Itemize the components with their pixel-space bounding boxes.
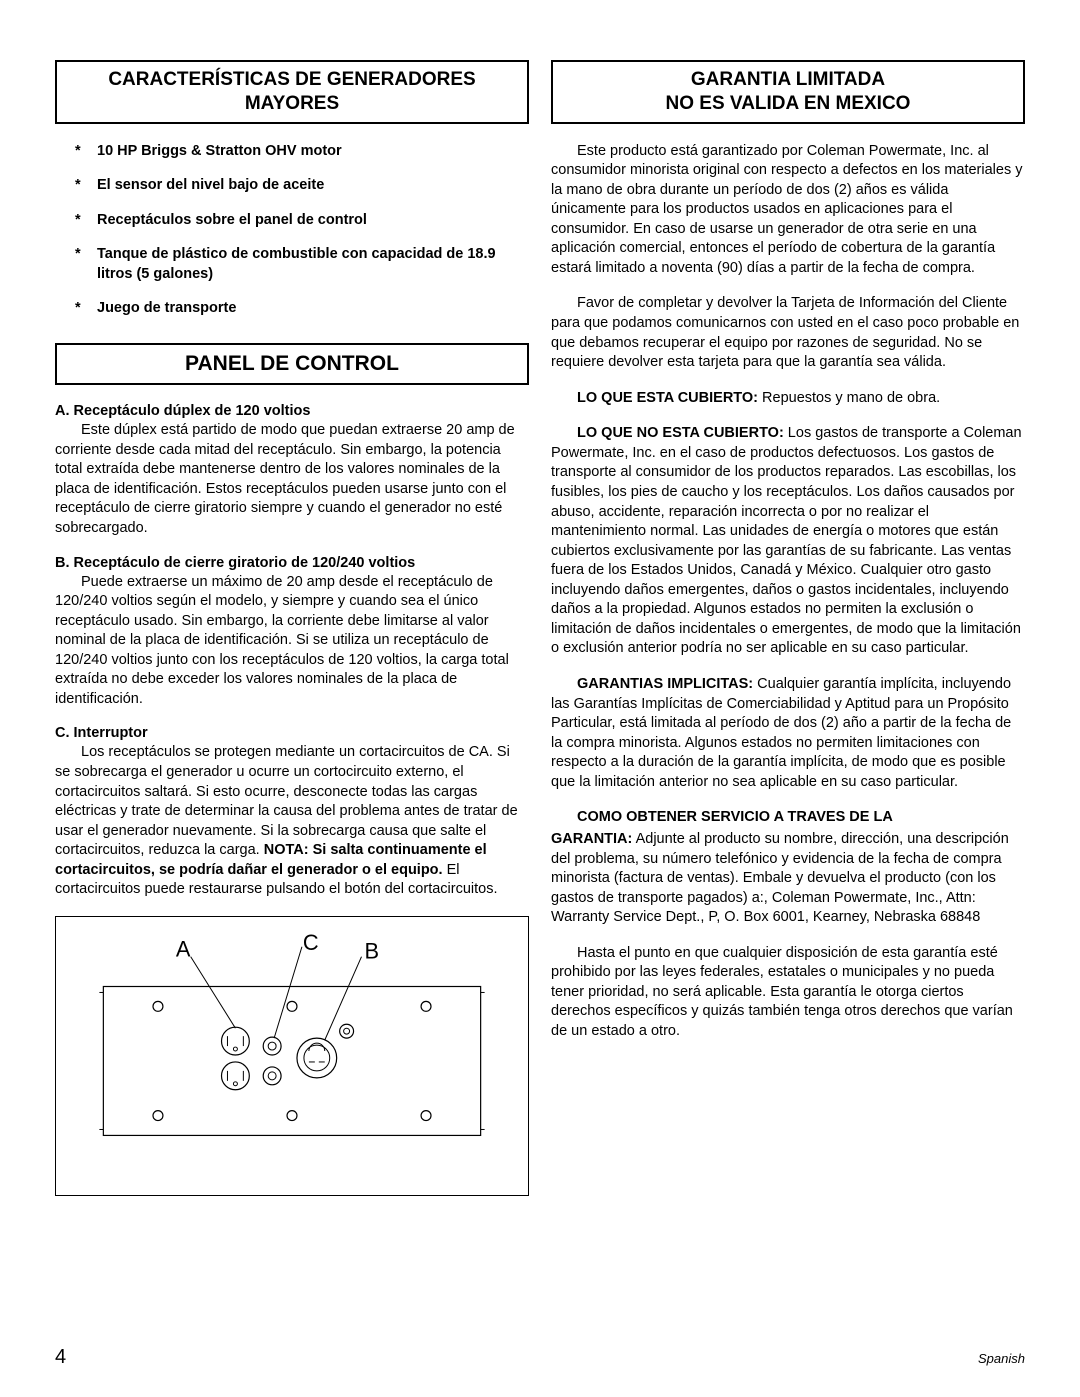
- section-c-heading: C. Interruptor: [55, 725, 529, 741]
- warranty-title: GARANTIA LIMITADA NO ES VALIDA EN MEXICO: [551, 60, 1025, 124]
- implied-block: GARANTIAS IMPLICITAS: Cualquier garantía…: [551, 675, 1025, 792]
- left-column: CARACTERÍSTICAS DE GENERADORES MAYORES 1…: [55, 60, 529, 1196]
- page-number: 4: [55, 1346, 66, 1369]
- section-b-heading: B. Receptáculo de cierre giratorio de 12…: [55, 555, 529, 571]
- covered-body: Repuestos y mano de obra.: [758, 390, 940, 406]
- diagram-label-b: B: [364, 939, 379, 964]
- warranty-last: Hasta el punto en que cualquier disposic…: [551, 944, 1025, 1042]
- feature-item: Receptáculos sobre el panel de control: [75, 211, 529, 231]
- covered-head: LO QUE ESTA CUBIERTO:: [577, 390, 758, 406]
- service-block: GARANTIA: Adjunte al producto su nombre,…: [551, 830, 1025, 928]
- feature-item: El sensor del nivel bajo de aceite: [75, 176, 529, 196]
- page-footer: 4 Spanish: [55, 1346, 1025, 1369]
- control-panel-diagram: A C B: [55, 916, 529, 1196]
- page-columns: CARACTERÍSTICAS DE GENERADORES MAYORES 1…: [55, 60, 1025, 1196]
- feature-item: Juego de transporte: [75, 299, 529, 319]
- panel-de-control-title: PANEL DE CONTROL: [55, 343, 529, 385]
- language-label: Spanish: [978, 1351, 1025, 1366]
- service-head2: GARANTIA:: [551, 831, 632, 847]
- warranty-p2: Favor de completar y devolver la Tarjeta…: [551, 294, 1025, 372]
- implied-body: Cualquier garantía implícita, incluyendo…: [551, 676, 1011, 790]
- not-covered-block: LO QUE NO ESTA CUBIERTO: Los gastos de t…: [551, 424, 1025, 659]
- warranty-p1: Este producto está garantizado por Colem…: [551, 142, 1025, 279]
- not-covered-head: LO QUE NO ESTA CUBIERTO:: [577, 425, 784, 441]
- diagram-label-a: A: [176, 937, 191, 962]
- feature-item: Tanque de plástico de combustible con ca…: [75, 245, 529, 284]
- section-c-body: Los receptáculos se protegen mediante un…: [55, 743, 529, 900]
- section-a-heading: A. Receptáculo dúplex de 120 voltios: [55, 403, 529, 419]
- feature-list: 10 HP Briggs & Stratton OHV motor El sen…: [55, 142, 529, 319]
- service-head-line: COMO OBTENER SERVICIO A TRAVES DE LA: [551, 808, 1025, 828]
- feature-item: 10 HP Briggs & Stratton OHV motor: [75, 142, 529, 162]
- covered-block: LO QUE ESTA CUBIERTO: Repuestos y mano d…: [551, 389, 1025, 409]
- not-covered-body: Los gastos de transporte a Coleman Power…: [551, 425, 1022, 656]
- features-title: CARACTERÍSTICAS DE GENERADORES MAYORES: [55, 60, 529, 124]
- section-a-body: Este dúplex está partido de modo que pue…: [55, 421, 529, 538]
- right-column: GARANTIA LIMITADA NO ES VALIDA EN MEXICO…: [551, 60, 1025, 1196]
- service-head1: COMO OBTENER SERVICIO A TRAVES DE LA: [577, 809, 893, 825]
- section-b-body: Puede extraerse un máximo de 20 amp desd…: [55, 573, 529, 710]
- diagram-svg: A C B: [56, 917, 528, 1195]
- implied-head: GARANTIAS IMPLICITAS:: [577, 676, 753, 692]
- diagram-label-c: C: [303, 930, 319, 955]
